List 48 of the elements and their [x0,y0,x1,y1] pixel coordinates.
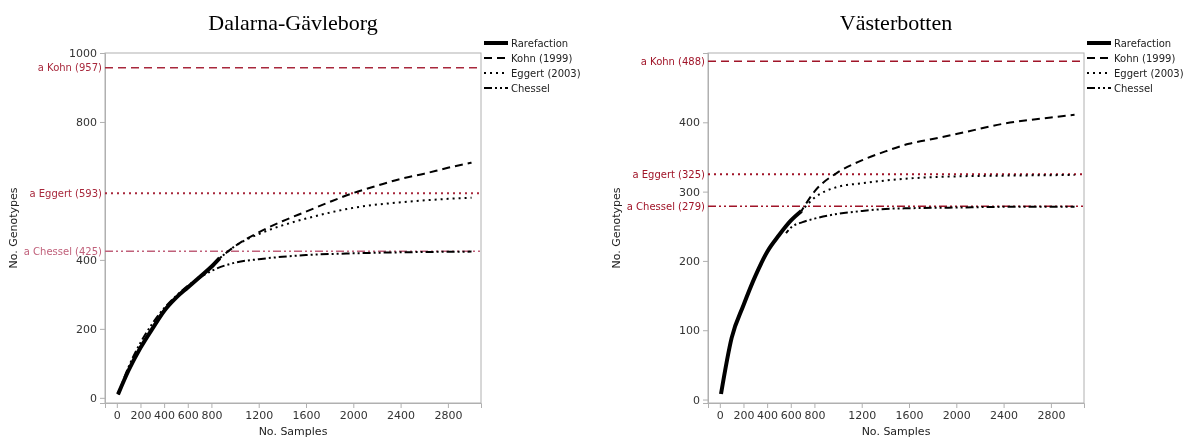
legend-label: Eggert (2003) [1114,67,1183,79]
x-tick-label: 2400 [387,408,416,422]
y-tick-label: 100 [679,324,700,338]
x-tick-label: 2000 [942,408,971,422]
x-tick-label: 2000 [339,408,368,422]
x-axis-title: No. Samples [861,425,931,438]
x-axis-title: No. Samples [258,425,328,438]
x-tick-label: 2800 [434,408,463,422]
ref-line-label: a Eggert (325) [632,168,706,180]
x-tick-label: 800 [804,408,826,422]
y-tick-label: 300 [679,185,700,199]
x-tick-label: 600 [780,408,802,422]
x-tick-label: 2800 [1037,408,1066,422]
x-tick-label: 0 [113,408,121,422]
legend-label: Chessel [1114,82,1153,94]
legend-label: Eggert (2003) [511,67,581,79]
x-tick-label: 0 [716,408,724,422]
x-tick-label: 1600 [292,408,321,422]
x-tick-label: 2400 [990,408,1019,422]
y-tick-label: 1000 [69,47,97,61]
legend-label: Kohn (1999) [1114,52,1176,64]
y-tick-label: 0 [693,393,700,407]
y-tick-label: 200 [76,322,97,336]
legend-label: Rarefaction [511,37,569,49]
x-tick-label: 1600 [895,408,924,422]
x-tick-label: 1200 [848,408,877,422]
ref-line-label: a Chessel (279) [626,200,706,212]
x-tick-label: 800 [201,408,223,422]
ref-line-label: a Kohn (957) [37,62,103,74]
ref-line-label: a Kohn (488) [640,55,706,67]
legend-label: Chessel [511,82,550,94]
y-axis-title: No. Genotypes [610,187,623,269]
y-tick-label: 800 [76,115,97,129]
x-tick-label: 400 [154,408,176,422]
x-tick-label: 1200 [245,408,274,422]
legend-label: Rarefaction [1114,37,1172,49]
x-tick-label: 600 [177,408,199,422]
x-tick-label: 200 [733,408,755,422]
chart-title: Västerbotten [839,10,953,35]
chart-title: Dalarna-Gävleborg [208,10,378,35]
legend-label: Kohn (1999) [511,52,573,64]
ref-line-label: a Eggert (593) [29,187,103,199]
y-tick-label: 200 [679,254,700,268]
y-tick-label: 0 [90,391,97,405]
x-tick-label: 200 [130,408,152,422]
y-axis-title: No. Genotypes [7,187,20,269]
x-tick-label: 400 [757,408,779,422]
y-tick-label: 400 [679,116,700,130]
